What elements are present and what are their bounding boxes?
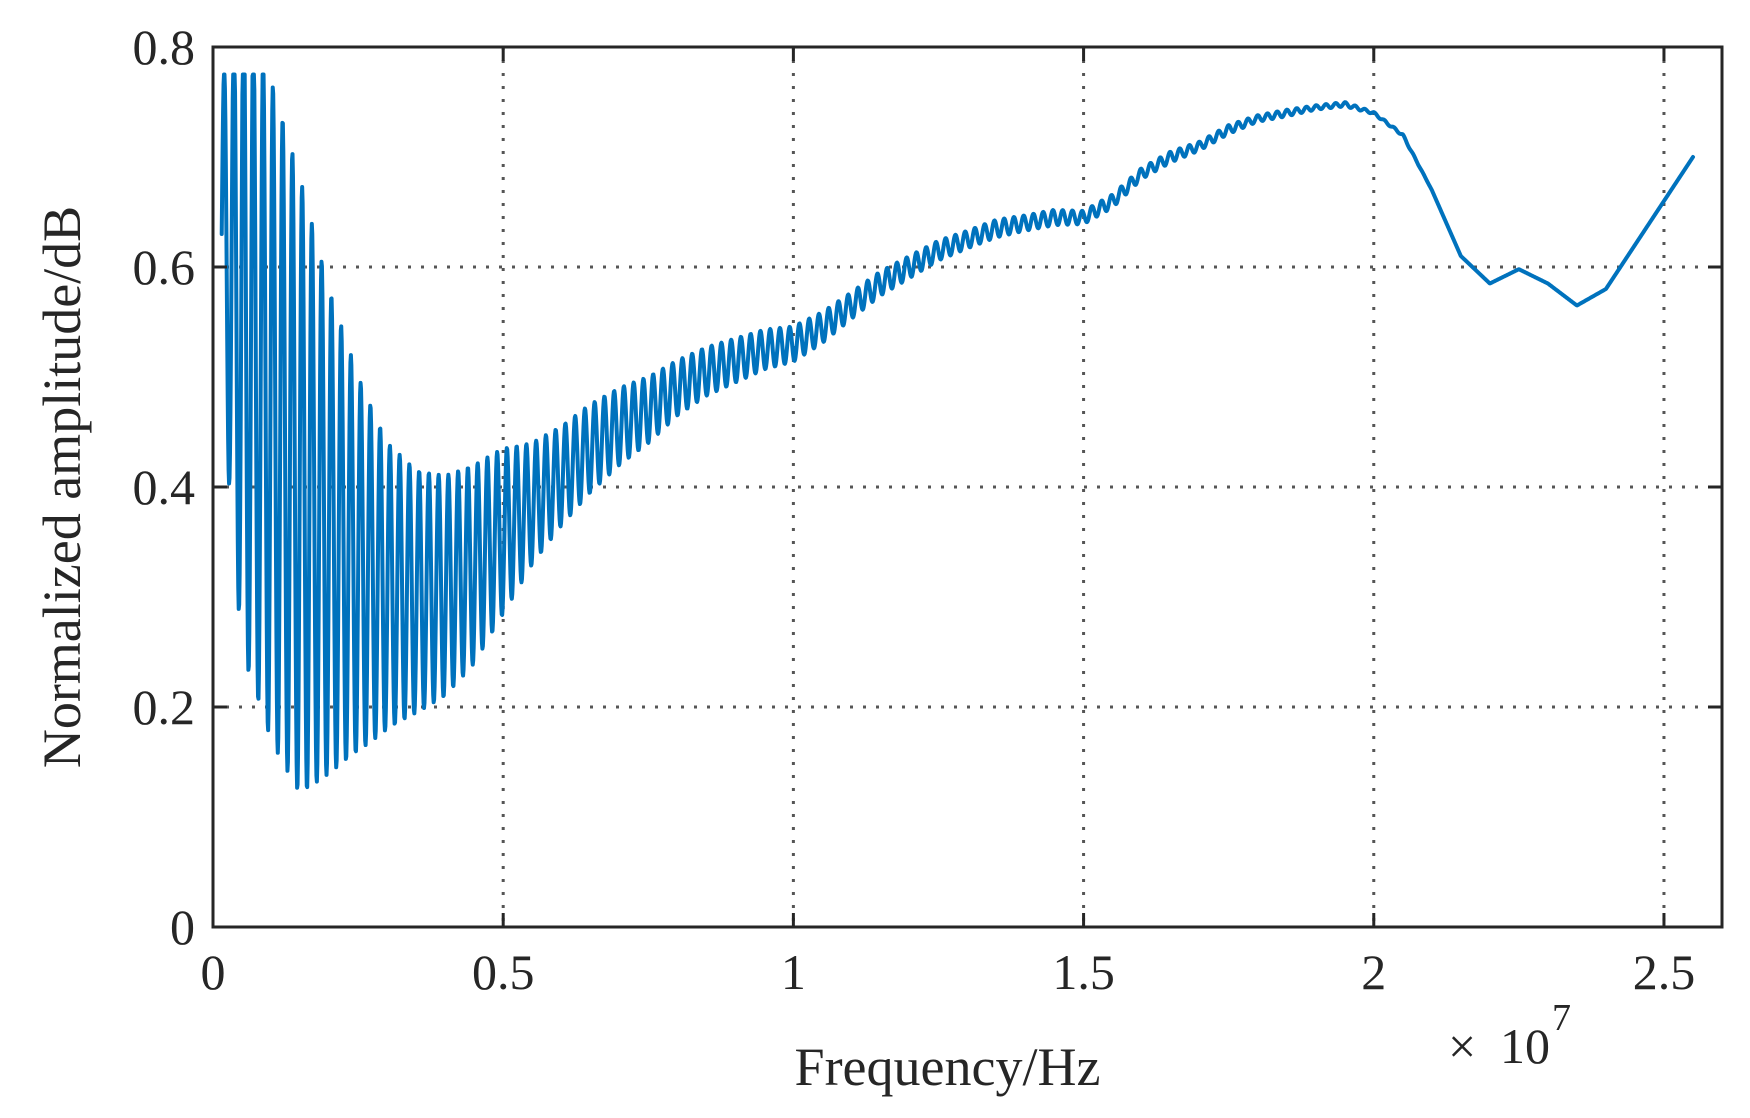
x-tick-label: 2.5 xyxy=(1633,944,1696,1000)
multiplier-base: 10 xyxy=(1500,1018,1550,1074)
y-tick-label: 0.2 xyxy=(133,679,196,735)
multiplier-exponent: 7 xyxy=(1552,997,1571,1039)
y-tick-label: 0.4 xyxy=(133,459,196,515)
tick-marks xyxy=(211,45,1722,929)
x-axis-multiplier: × 10 7 xyxy=(1448,997,1571,1074)
grid-lines xyxy=(213,47,1722,927)
x-tick-label: 2 xyxy=(1361,944,1386,1000)
x-axis-label: Frequency/Hz xyxy=(795,1037,1101,1097)
multiplier-times-sign: × xyxy=(1448,1018,1476,1074)
series-line xyxy=(219,72,1695,790)
tick-labels: 0 0.5 1 1.5 2 2.5 0 0.2 0.4 0.6 0.8 xyxy=(133,19,1696,1000)
x-tick-label: 0.5 xyxy=(472,944,535,1000)
x-tick-label: 0 xyxy=(201,944,226,1000)
y-axis-label: Normalized amplitude/dB xyxy=(32,206,92,768)
x-tick-label: 1.5 xyxy=(1052,944,1115,1000)
y-tick-label: 0.6 xyxy=(133,239,196,295)
y-tick-label: 0.8 xyxy=(133,19,196,75)
x-tick-label: 1 xyxy=(781,944,806,1000)
y-tick-label: 0 xyxy=(170,899,195,955)
